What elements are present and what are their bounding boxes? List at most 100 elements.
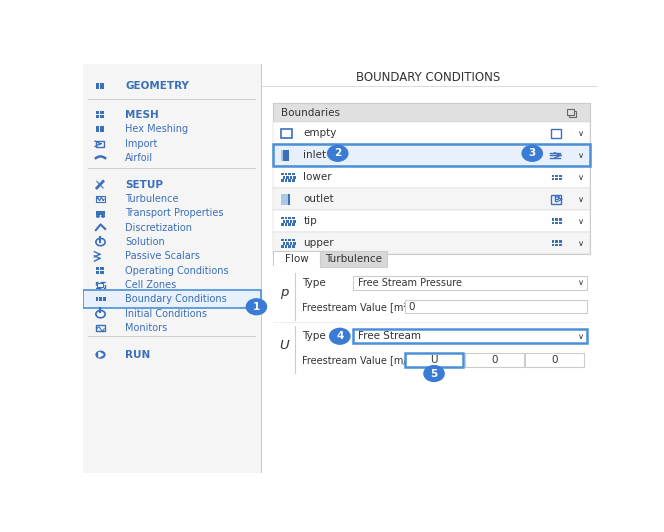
Bar bbox=[274, 210, 590, 232]
Bar bbox=[96, 129, 100, 132]
Bar bbox=[274, 271, 590, 322]
Bar bbox=[100, 296, 102, 298]
Text: Type: Type bbox=[301, 278, 325, 288]
Bar bbox=[96, 111, 100, 114]
Bar bbox=[559, 174, 562, 177]
Text: ∨: ∨ bbox=[578, 278, 584, 287]
Bar bbox=[281, 223, 284, 226]
Bar bbox=[96, 325, 105, 331]
Text: Discretization: Discretization bbox=[125, 223, 192, 232]
Text: SETUP: SETUP bbox=[125, 180, 163, 190]
Text: 0: 0 bbox=[409, 302, 415, 312]
Bar bbox=[285, 179, 288, 182]
Bar bbox=[525, 353, 584, 367]
Bar bbox=[283, 242, 286, 245]
Bar bbox=[569, 111, 576, 117]
Text: GEOMETRY: GEOMETRY bbox=[125, 81, 189, 92]
Circle shape bbox=[96, 214, 100, 218]
Text: 0: 0 bbox=[491, 355, 498, 365]
Text: P: P bbox=[553, 195, 560, 204]
Text: 5: 5 bbox=[430, 369, 438, 379]
Bar bbox=[285, 217, 288, 219]
Bar bbox=[96, 211, 105, 215]
Text: U: U bbox=[280, 339, 290, 352]
Text: Import: Import bbox=[125, 139, 157, 149]
Bar bbox=[83, 64, 260, 473]
Bar bbox=[96, 300, 98, 302]
Bar bbox=[552, 178, 554, 180]
Text: Airfoil: Airfoil bbox=[125, 153, 153, 163]
Bar bbox=[555, 222, 558, 224]
Bar bbox=[285, 173, 288, 176]
Bar bbox=[96, 296, 98, 298]
Bar bbox=[285, 245, 288, 248]
Bar bbox=[555, 240, 558, 243]
Text: ∨: ∨ bbox=[578, 173, 584, 182]
Bar bbox=[103, 296, 106, 298]
Text: ∨: ∨ bbox=[578, 151, 584, 160]
FancyBboxPatch shape bbox=[83, 290, 260, 309]
Bar bbox=[283, 176, 286, 179]
Bar bbox=[288, 223, 291, 226]
Bar bbox=[353, 276, 588, 290]
Bar bbox=[559, 222, 562, 224]
Circle shape bbox=[246, 298, 267, 315]
Text: Type: Type bbox=[301, 331, 325, 341]
Bar bbox=[292, 239, 295, 242]
Bar bbox=[274, 251, 320, 268]
Text: tip: tip bbox=[303, 217, 317, 226]
Text: U: U bbox=[430, 355, 438, 365]
Bar bbox=[281, 129, 292, 138]
Text: upper: upper bbox=[303, 238, 334, 248]
Bar bbox=[566, 109, 574, 115]
Bar bbox=[274, 103, 590, 122]
Bar bbox=[285, 223, 288, 226]
Bar bbox=[288, 245, 291, 248]
Bar bbox=[465, 353, 524, 367]
Text: 0: 0 bbox=[552, 355, 558, 365]
Bar bbox=[274, 103, 590, 254]
Bar bbox=[281, 150, 283, 161]
Bar bbox=[559, 219, 562, 221]
Bar bbox=[274, 232, 590, 254]
Text: Freestream Value [m/s]: Freestream Value [m/s] bbox=[301, 355, 415, 365]
Text: 3: 3 bbox=[529, 148, 536, 159]
Text: 1: 1 bbox=[253, 302, 260, 312]
Bar bbox=[559, 178, 562, 180]
Text: ∨: ∨ bbox=[578, 129, 584, 138]
Text: ∨: ∨ bbox=[578, 217, 584, 226]
Bar bbox=[288, 239, 291, 242]
Text: 4: 4 bbox=[336, 331, 343, 341]
Bar bbox=[555, 178, 558, 180]
Bar bbox=[100, 267, 104, 270]
Bar bbox=[274, 122, 590, 144]
Bar bbox=[552, 219, 554, 221]
Text: Hex Meshing: Hex Meshing bbox=[125, 124, 189, 135]
Text: Solution: Solution bbox=[125, 237, 165, 247]
Text: Freestream Value [m²/s²]: Freestream Value [m²/s²] bbox=[301, 302, 423, 312]
Text: inlet: inlet bbox=[303, 151, 327, 160]
Bar bbox=[286, 220, 289, 222]
Bar bbox=[552, 244, 554, 246]
Bar bbox=[96, 196, 105, 202]
Bar bbox=[274, 144, 590, 167]
Bar bbox=[550, 195, 561, 204]
Bar bbox=[288, 194, 290, 205]
Bar bbox=[292, 217, 295, 219]
Bar bbox=[103, 300, 106, 302]
Bar bbox=[96, 126, 100, 129]
Bar bbox=[96, 82, 100, 86]
Bar bbox=[552, 174, 554, 177]
Text: p: p bbox=[280, 286, 288, 298]
Bar bbox=[274, 167, 590, 188]
Circle shape bbox=[329, 328, 351, 345]
Polygon shape bbox=[99, 352, 103, 357]
Bar bbox=[96, 267, 100, 270]
Bar bbox=[293, 176, 296, 179]
Bar bbox=[555, 174, 558, 177]
Bar bbox=[100, 300, 102, 302]
Bar bbox=[96, 86, 100, 89]
Bar bbox=[100, 111, 104, 114]
Bar bbox=[100, 126, 104, 129]
Bar bbox=[281, 239, 284, 242]
